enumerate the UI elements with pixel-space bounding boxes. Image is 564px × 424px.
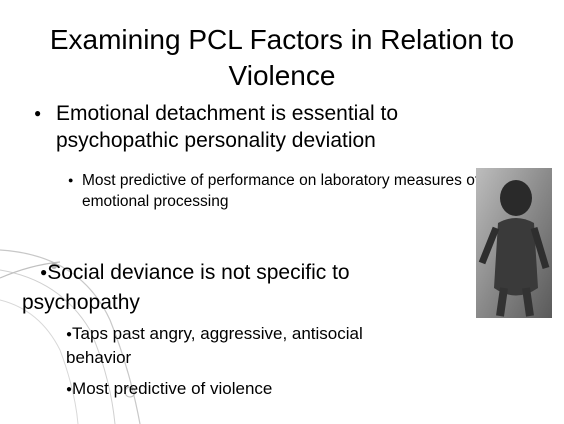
photo	[476, 168, 552, 318]
sub-bullet: Most predictive of performance on labora…	[68, 170, 492, 212]
sub-bullet: Most predictive of violence	[66, 377, 406, 401]
slide-title: Examining PCL Factors in Relation to Vio…	[20, 22, 544, 94]
page: {"title": "Examining PCL Factors in Rela…	[0, 0, 564, 424]
slide: Examining PCL Factors in Relation to Vio…	[0, 0, 564, 424]
bullet: Social deviance is not specific to psych…	[22, 257, 442, 318]
bullet: Emotional detachment is essential to psy…	[34, 100, 526, 154]
sub-bullet: Taps past angry, aggressive, antisocial …	[66, 322, 406, 369]
